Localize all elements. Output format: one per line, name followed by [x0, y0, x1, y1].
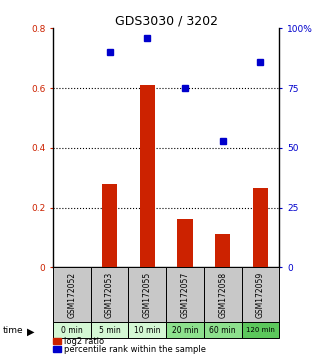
Text: 20 min: 20 min	[172, 326, 198, 335]
Text: percentile rank within the sample: percentile rank within the sample	[64, 344, 206, 354]
Bar	[128, 322, 166, 338]
Title: GDS3030 / 3202: GDS3030 / 3202	[115, 14, 218, 27]
Bar	[204, 322, 241, 338]
Bar	[166, 267, 204, 322]
Bar	[178, 219, 193, 267]
Bar	[241, 267, 279, 322]
Bar	[128, 267, 166, 322]
Text: GSM172058: GSM172058	[218, 272, 227, 318]
Bar	[215, 234, 230, 267]
Bar	[91, 322, 128, 338]
Bar	[253, 188, 268, 267]
Bar	[241, 322, 279, 338]
Text: GSM172055: GSM172055	[143, 272, 152, 318]
Bar	[166, 322, 204, 338]
Text: 5 min: 5 min	[99, 326, 120, 335]
Text: time: time	[3, 326, 24, 336]
Text: 0 min: 0 min	[61, 326, 83, 335]
Text: 10 min: 10 min	[134, 326, 160, 335]
Text: GSM172057: GSM172057	[180, 272, 189, 318]
Text: GSM172059: GSM172059	[256, 272, 265, 318]
Bar	[140, 85, 155, 267]
Text: GSM172052: GSM172052	[67, 272, 76, 318]
Text: 60 min: 60 min	[209, 326, 236, 335]
Bar	[53, 267, 91, 322]
Bar	[91, 267, 128, 322]
Text: 120 min: 120 min	[246, 327, 275, 333]
Bar	[204, 267, 241, 322]
Text: ▶: ▶	[27, 327, 35, 337]
Bar	[102, 184, 117, 267]
Text: log2 ratio: log2 ratio	[64, 337, 104, 346]
Text: GSM172053: GSM172053	[105, 272, 114, 318]
Bar	[53, 322, 91, 338]
